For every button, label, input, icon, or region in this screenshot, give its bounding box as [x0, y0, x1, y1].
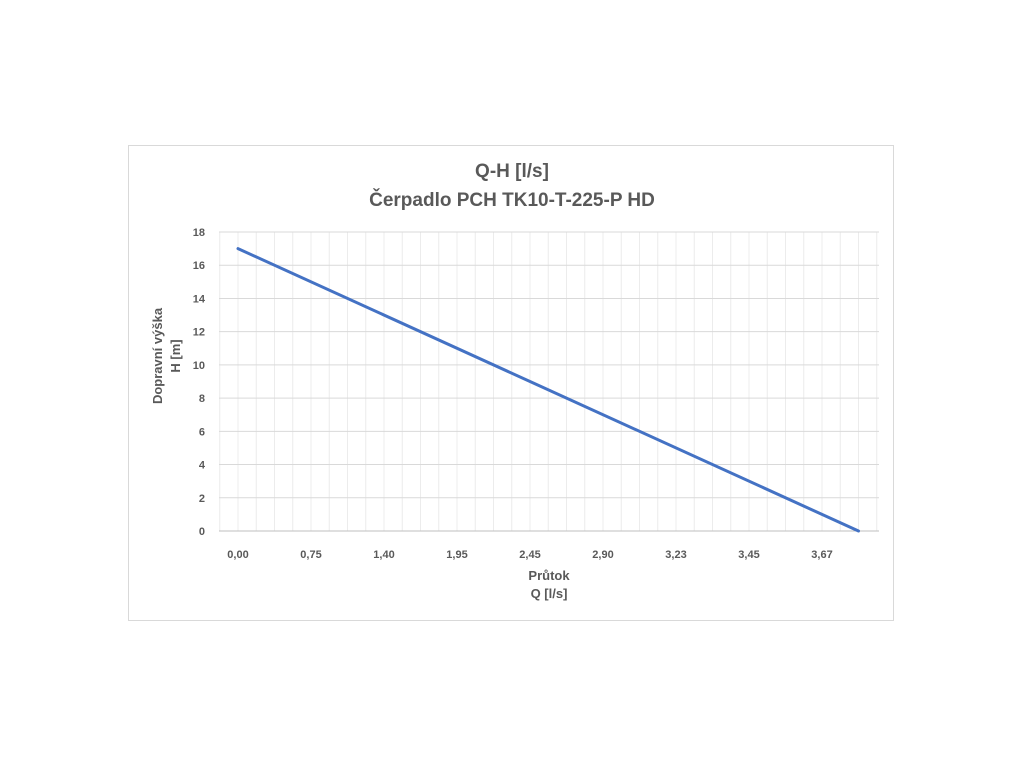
y-tick-label: 0: [199, 526, 205, 538]
x-tick-label: 3,23: [665, 549, 686, 561]
x-tick-label: 3,45: [738, 549, 759, 561]
y-tick-label: 18: [193, 227, 205, 239]
y-tick-label: 2: [199, 493, 205, 505]
chart-title-line-2: Čerpadlo PCH TK10-T-225-P HD: [369, 189, 655, 211]
x-tick-label: 2,90: [592, 549, 613, 561]
y-axis-label-group-2: H [m]: [168, 339, 183, 372]
x-tick-label: 1,95: [446, 549, 467, 561]
y-axis-label-line-2: H [m]: [168, 339, 183, 372]
grid-layer: [219, 231, 879, 532]
y-tick-label: 12: [193, 327, 205, 339]
x-axis-label-line-2: Q [l/s]: [531, 586, 568, 601]
tick-layer: 0 2 4 6 8 10 12 14 16 18 0,00 0,75 1,40 1,95 2,45 2,90 3…: [193, 227, 833, 561]
chart-frame: 0 2 4 6 8 10 12 14 16 18 0,00 0,75 1,40 1,95 2,45 2,90 3…: [128, 145, 894, 621]
x-tick-label: 0,00: [227, 549, 248, 561]
series-line: [236, 247, 860, 533]
chart-svg: 0 2 4 6 8 10 12 14 16 18 0,00 0,75 1,40 1,95 2,45 2,90 3…: [150, 161, 879, 601]
y-tick-label: 8: [199, 393, 205, 405]
x-axis-label-line-1: Průtok: [528, 568, 570, 583]
x-tick-label: 3,67: [811, 549, 832, 561]
y-tick-label: 6: [199, 426, 205, 438]
y-tick-label: 10: [193, 360, 205, 372]
y-axis-label-group: Dopravní výška: [150, 307, 165, 404]
y-axis-label-line-1: Dopravní výška: [150, 307, 165, 404]
y-tick-label: 16: [193, 260, 205, 272]
y-tick-label: 14: [193, 293, 206, 305]
x-tick-label: 1,40: [373, 549, 394, 561]
y-tick-label: 4: [199, 460, 206, 472]
x-tick-label: 0,75: [300, 549, 321, 561]
chart-title-line-1: Q-H [l/s]: [475, 161, 549, 182]
series-layer: [236, 247, 860, 533]
x-tick-label: 2,45: [519, 549, 540, 561]
